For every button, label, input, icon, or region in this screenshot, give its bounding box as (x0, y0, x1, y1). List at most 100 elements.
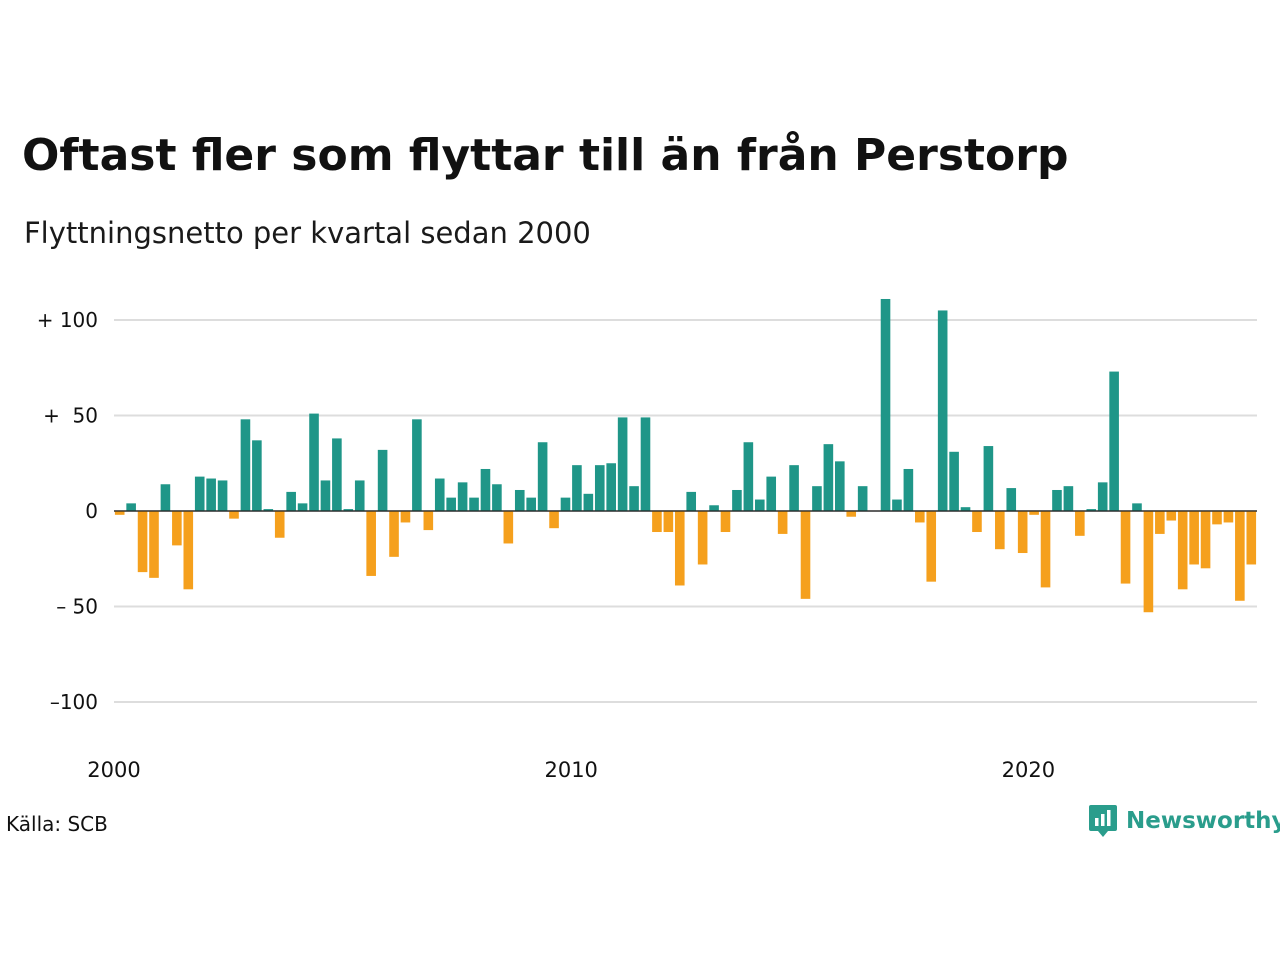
bar (263, 509, 274, 511)
chart-title: Oftast fler som flyttar till än från Per… (22, 130, 1069, 181)
bar (800, 511, 811, 599)
x-tick-label: 2020 (1002, 758, 1055, 782)
bar (149, 511, 159, 578)
bar (423, 511, 434, 531)
bar (492, 484, 502, 511)
bar (1006, 488, 1017, 511)
bar (137, 511, 148, 573)
bar (297, 503, 308, 511)
bar (697, 511, 708, 565)
bar (1166, 511, 1177, 521)
bar (572, 465, 582, 511)
bar (1120, 511, 1131, 584)
bar (1029, 511, 1039, 515)
bar (377, 449, 388, 511)
bar (514, 489, 525, 511)
bar (343, 509, 354, 511)
bar (846, 511, 857, 517)
bar (206, 478, 216, 511)
bar (652, 511, 662, 533)
bar (1109, 371, 1119, 511)
bar (720, 511, 731, 533)
bar (926, 511, 937, 582)
bar (640, 417, 651, 511)
bar (960, 507, 971, 511)
bar (1235, 511, 1245, 601)
y-tick-label: + 100 (37, 308, 98, 332)
bar (812, 486, 822, 511)
bar (972, 511, 982, 533)
x-axis-labels: 2000 2010 2020 (87, 758, 1055, 782)
y-axis-labels: + 100 + 50 0 – 50 –100 (37, 308, 98, 714)
bar (937, 310, 948, 511)
bar (857, 486, 868, 511)
bar (286, 491, 296, 511)
bar (835, 461, 845, 511)
bar (503, 511, 514, 544)
bar (537, 442, 548, 511)
y-tick-label: – 50 (56, 595, 98, 619)
bar (400, 511, 411, 523)
bar (526, 497, 536, 511)
bar (1086, 509, 1097, 511)
bar (1155, 511, 1165, 534)
bar (354, 480, 365, 511)
bar (160, 484, 171, 511)
chart-subtitle: Flyttningsnetto per kvartal sedan 2000 (24, 216, 591, 250)
bar (663, 511, 674, 533)
bar (412, 419, 422, 511)
newsworthy-logo-icon (1089, 805, 1117, 837)
bar (777, 511, 788, 534)
bar (1177, 511, 1188, 590)
bar (332, 438, 342, 511)
bar (1246, 511, 1257, 565)
y-tick-label: 0 (85, 499, 98, 523)
x-tick-label: 2000 (87, 758, 140, 782)
bar (366, 511, 376, 576)
bar (674, 511, 685, 586)
bar (915, 511, 925, 523)
bar (766, 476, 777, 511)
bar (629, 486, 639, 511)
bar (789, 465, 799, 511)
bar (252, 440, 262, 511)
bar (434, 478, 445, 511)
bar (617, 417, 628, 511)
bar (1200, 511, 1211, 569)
bar-chart: + 100 + 50 0 – 50 –100 2000 2010 2020 (37, 298, 1257, 782)
bar (594, 465, 605, 511)
bar (229, 511, 239, 519)
source-note: Källa: SCB (6, 812, 108, 836)
bar (1223, 511, 1234, 523)
bar (1212, 511, 1222, 525)
bar (606, 463, 616, 511)
bar (823, 444, 834, 511)
bar (1189, 511, 1199, 565)
bar (903, 468, 914, 511)
bar (709, 505, 719, 511)
bar (1097, 482, 1108, 511)
bar (469, 497, 479, 511)
bar (1017, 511, 1028, 554)
bar (172, 511, 182, 546)
y-tick-label: + 50 (43, 404, 98, 428)
brand-logo: Newsworthy (1088, 803, 1280, 839)
bar (480, 468, 491, 511)
y-tick-label: –100 (50, 690, 98, 714)
bar (1132, 503, 1142, 511)
bar (194, 476, 205, 511)
bar (880, 298, 891, 511)
bar (754, 499, 765, 511)
bar (983, 446, 994, 511)
bar (995, 511, 1005, 550)
bar (457, 482, 468, 511)
bars (114, 298, 1257, 613)
bar (217, 480, 228, 511)
bar (1040, 511, 1051, 588)
bar (583, 493, 594, 511)
bar (743, 442, 754, 511)
bar (114, 511, 125, 515)
brand-name: Newsworthy (1126, 808, 1280, 834)
bar (389, 511, 399, 557)
bar (1063, 486, 1074, 511)
